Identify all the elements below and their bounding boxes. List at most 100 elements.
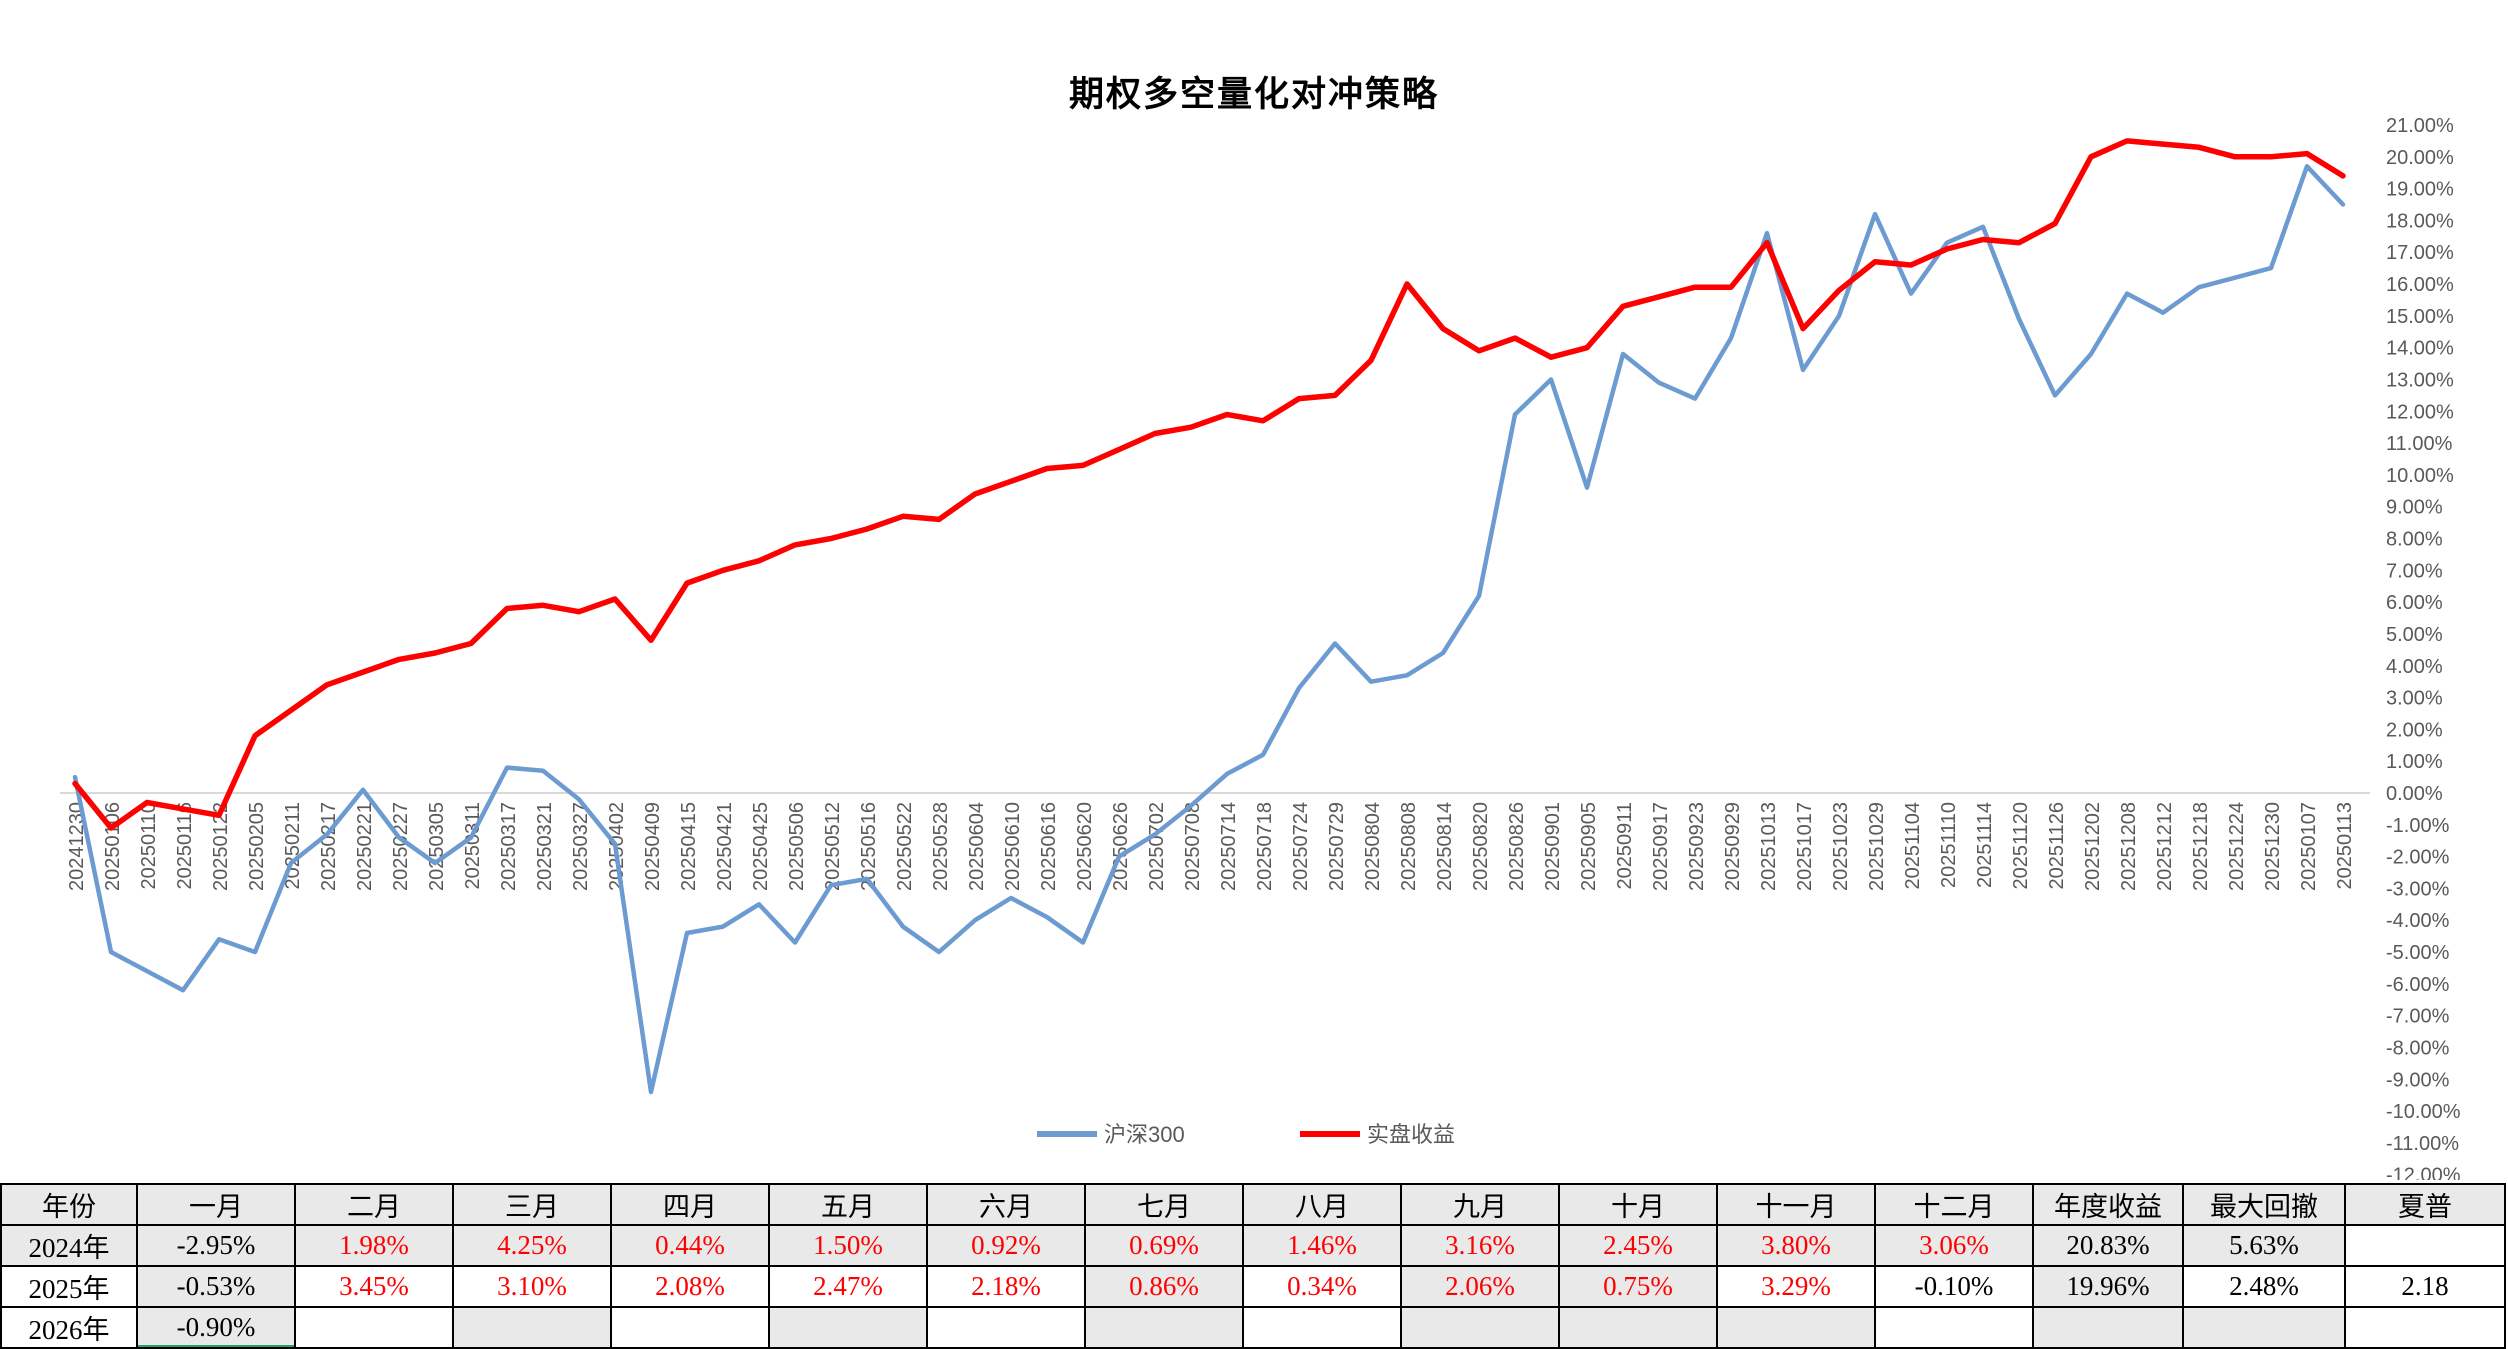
table-row-2025年: 2025年 -0.53% 3.45% 3.10% 2.08% 2.47% 2.18% 0.86… [0, 1265, 2506, 1308]
column-header-10[interactable]: 十月 [1558, 1183, 1718, 1226]
x-axis-date-label: 20250729 [1326, 802, 1348, 891]
year-cell[interactable]: 2025年 [0, 1265, 138, 1308]
column-header-3[interactable]: 三月 [452, 1183, 612, 1226]
table-cell[interactable] [2344, 1224, 2506, 1267]
year-cell[interactable]: 2026年 [0, 1306, 138, 1349]
table-cell[interactable]: -0.10% [1874, 1265, 2034, 1308]
x-axis-date-label: 20250327 [570, 802, 592, 891]
table-cell[interactable]: 0.69% [1084, 1224, 1244, 1267]
column-header-15[interactable]: 夏普 [2344, 1183, 2506, 1226]
table-cell[interactable]: 3.06% [1874, 1224, 2034, 1267]
table-cell[interactable]: 2.06% [1400, 1265, 1560, 1308]
cell-value: 3.06% [1919, 1230, 1989, 1260]
column-header-6[interactable]: 六月 [926, 1183, 1086, 1226]
table-cell[interactable]: 0.44% [610, 1224, 770, 1267]
cell-value: 0.34% [1287, 1271, 1357, 1301]
legend-item-strategy[interactable]: 实盘收益 [1300, 1122, 1455, 1147]
table-cell[interactable]: 1.46% [1242, 1224, 1402, 1267]
table-cell[interactable]: 0.92% [926, 1224, 1086, 1267]
x-axis-date-label: 20251208 [2118, 802, 2140, 891]
table-cell[interactable]: 3.16% [1400, 1224, 1560, 1267]
table-cell[interactable] [2032, 1306, 2184, 1349]
cell-value: 2.06% [1445, 1271, 1515, 1301]
table-cell[interactable]: 2.45% [1558, 1224, 1718, 1267]
table-cell[interactable] [1558, 1306, 1718, 1349]
table-cell[interactable]: 3.80% [1716, 1224, 1876, 1267]
column-header-14[interactable]: 最大回撤 [2182, 1183, 2346, 1226]
year-cell[interactable]: 2024年 [0, 1224, 138, 1267]
strategy-chart[interactable]: 21.00% 20.00% 19.00% 18.00% 17.00% 16.00% 15.0… [0, 0, 2508, 1187]
chart-canvas[interactable]: 21.00% 20.00% 19.00% 18.00% 17.00% 16.00% 15.0… [0, 0, 2508, 1187]
table-cell[interactable]: -2.95% [136, 1224, 296, 1267]
legend-item-hs300[interactable]: 沪深300 [1037, 1122, 1185, 1147]
column-header-9[interactable]: 九月 [1400, 1183, 1560, 1226]
table-cell[interactable]: 2.18% [926, 1265, 1086, 1308]
column-header-2[interactable]: 二月 [294, 1183, 454, 1226]
x-axis-date-label: 20250516 [858, 802, 880, 891]
table-cell[interactable] [294, 1306, 454, 1349]
y-axis-tick-label: -5.00% [2386, 942, 2450, 964]
table-cell[interactable]: 2.48% [2182, 1265, 2346, 1308]
x-axis-date-label: 20250917 [1650, 802, 1672, 891]
x-axis-date-label: 20250227 [390, 802, 412, 891]
y-axis-tick-label: 2.00% [2386, 719, 2443, 741]
table-cell[interactable]: 2.47% [768, 1265, 928, 1308]
table-cell[interactable]: 3.10% [452, 1265, 612, 1308]
cell-value: 3.10% [497, 1271, 567, 1301]
table-cell[interactable] [610, 1306, 770, 1349]
table-cell[interactable] [1242, 1306, 1402, 1349]
table-cell[interactable]: 3.29% [1716, 1265, 1876, 1308]
cell-value: -0.53% [176, 1271, 256, 1301]
cell-value: 3.45% [339, 1271, 409, 1301]
table-cell[interactable] [1084, 1306, 1244, 1349]
table-cell[interactable] [926, 1306, 1086, 1349]
x-axis-date-label: 20250724 [1290, 802, 1312, 891]
hs300-line-series[interactable] [72, 164, 2346, 1095]
column-header-4[interactable]: 四月 [610, 1183, 770, 1226]
x-axis-date-label: 20251120 [2010, 802, 2032, 890]
column-header-12[interactable]: 十二月 [1874, 1183, 2034, 1226]
table-cell[interactable]: 20.83% [2032, 1224, 2184, 1267]
x-axis-date-label: 20250317 [498, 802, 520, 891]
table-cell[interactable]: 1.98% [294, 1224, 454, 1267]
table-cell[interactable] [2182, 1306, 2346, 1349]
column-header-1[interactable]: 一月 [136, 1183, 296, 1226]
table-cell[interactable]: 1.50% [768, 1224, 928, 1267]
table-cell[interactable]: 3.45% [294, 1265, 454, 1308]
table-cell[interactable]: 0.34% [1242, 1265, 1402, 1308]
y-axis-tick-label: 9.00% [2386, 497, 2443, 519]
cell-value: 1.50% [813, 1230, 883, 1260]
legend-label: 沪深300 [1104, 1122, 1185, 1147]
column-header-11[interactable]: 十一月 [1716, 1183, 1876, 1226]
table-cell[interactable]: 2.18 [2344, 1265, 2506, 1308]
table-cell[interactable]: 2.08% [610, 1265, 770, 1308]
table-cell[interactable]: -0.90% [136, 1306, 296, 1349]
column-header-0[interactable]: 年份 [0, 1183, 138, 1226]
table-cell[interactable] [768, 1306, 928, 1349]
cell-value: 4.25% [497, 1230, 567, 1260]
table-cell[interactable]: 0.86% [1084, 1265, 1244, 1308]
cell-value: 0.69% [1129, 1230, 1199, 1260]
table-cell[interactable]: 19.96% [2032, 1265, 2184, 1308]
column-header-13[interactable]: 年度收益 [2032, 1183, 2184, 1226]
column-header-7[interactable]: 七月 [1084, 1183, 1244, 1226]
y-axis-tick-label: -9.00% [2386, 1069, 2450, 1091]
table-cell[interactable] [1874, 1306, 2034, 1349]
x-axis-date-label: 20251013 [1758, 802, 1780, 891]
cell-value: 2.18% [971, 1271, 1041, 1301]
table-cell[interactable] [2344, 1306, 2506, 1349]
table-cell[interactable]: 0.75% [1558, 1265, 1718, 1308]
table-cell[interactable]: -0.53% [136, 1265, 296, 1308]
table-cell[interactable]: 4.25% [452, 1224, 612, 1267]
column-header-5[interactable]: 五月 [768, 1183, 928, 1226]
column-header-8[interactable]: 八月 [1242, 1183, 1402, 1226]
table-cell[interactable] [1400, 1306, 1560, 1349]
table-cell[interactable] [452, 1306, 612, 1349]
x-axis-date-label: 20250415 [678, 802, 700, 891]
table-cell[interactable]: 5.63% [2182, 1224, 2346, 1267]
y-axis-tick-label: -4.00% [2386, 910, 2450, 932]
strategy-line-series[interactable] [72, 138, 2346, 831]
y-axis-tick-label: 13.00% [2386, 369, 2454, 391]
table-cell[interactable] [1716, 1306, 1876, 1349]
y-axis-tick-label: 21.00% [2386, 115, 2454, 137]
